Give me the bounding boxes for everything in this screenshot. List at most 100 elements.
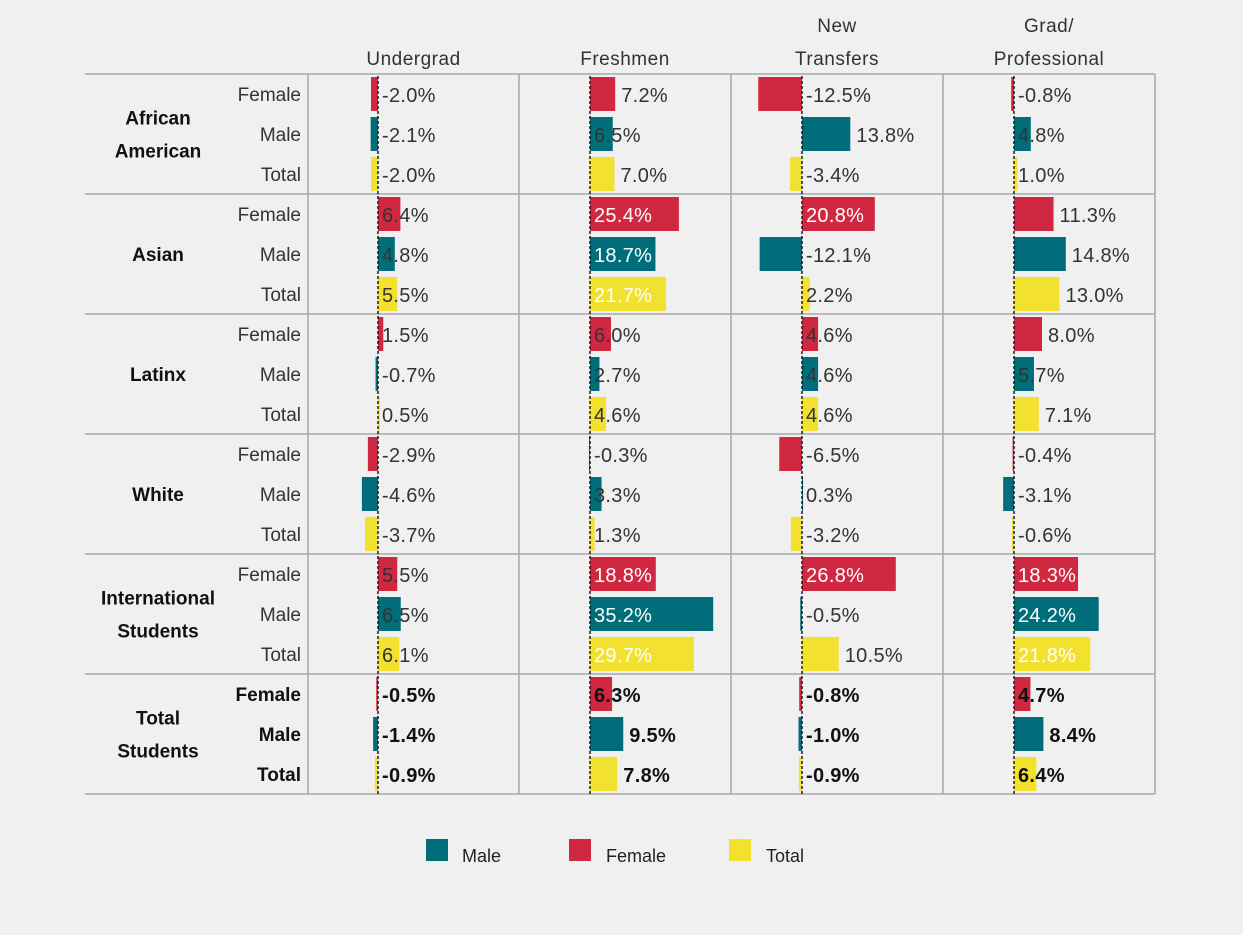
value-label: -4.6% — [382, 485, 436, 507]
legend-swatch-total — [729, 839, 751, 861]
row-label: Female — [238, 445, 301, 466]
value-label: 1.3% — [594, 525, 641, 547]
value-label: 0.3% — [806, 485, 853, 507]
value-label: 8.0% — [1048, 325, 1095, 347]
row-label: Total — [261, 165, 301, 186]
value-label: 35.2% — [594, 605, 652, 627]
value-label: 4.6% — [806, 405, 853, 427]
bar-male — [590, 717, 624, 751]
value-label: -12.5% — [806, 85, 871, 107]
bar-total — [590, 397, 607, 431]
row-label: Male — [260, 485, 301, 506]
column-header: Undergrad — [366, 49, 460, 70]
value-label: -0.5% — [806, 605, 860, 627]
value-label: -2.9% — [382, 445, 436, 467]
bar-male — [798, 717, 802, 751]
bar-female — [590, 197, 679, 231]
bar-female — [590, 317, 611, 351]
column-header: Transfers — [795, 49, 879, 70]
value-label: 25.4% — [594, 205, 652, 227]
bar-male — [375, 357, 378, 391]
value-label: 14.8% — [1072, 245, 1130, 267]
legend-swatch-female — [569, 839, 591, 861]
bar-male — [802, 357, 819, 391]
value-label: 18.7% — [594, 245, 652, 267]
bar-total — [590, 277, 666, 311]
row-label: Male — [260, 125, 301, 146]
value-label: 21.7% — [594, 285, 652, 307]
group-label: African — [125, 109, 190, 130]
value-label: -0.8% — [806, 685, 860, 707]
value-label: -3.7% — [382, 525, 436, 547]
bar-male — [1014, 117, 1031, 151]
value-label: 1.5% — [382, 325, 429, 347]
value-label: 7.8% — [623, 765, 670, 787]
bar-total — [802, 397, 819, 431]
value-label: -2.0% — [382, 85, 436, 107]
bar-female — [802, 197, 875, 231]
group-label: Students — [117, 742, 198, 763]
row-label: Male — [260, 365, 301, 386]
bar-male — [378, 237, 395, 271]
row-label: Female — [238, 85, 301, 106]
bar-female — [1014, 677, 1031, 711]
value-label: 5.5% — [382, 285, 429, 307]
bar-female — [376, 677, 378, 711]
value-label: -0.5% — [382, 685, 436, 707]
bar-male — [759, 237, 802, 271]
bar-total — [378, 397, 380, 431]
bar-total — [790, 517, 802, 551]
bar-male — [373, 717, 378, 751]
row-label: Total — [261, 645, 301, 666]
value-label: 11.3% — [1060, 205, 1117, 227]
value-label: 26.8% — [806, 565, 864, 587]
bar-male — [802, 117, 851, 151]
value-label: 6.5% — [382, 605, 429, 627]
bar-female — [802, 557, 896, 591]
value-label: 4.7% — [1018, 685, 1065, 707]
group-label: Asian — [132, 245, 184, 266]
bar-total — [1014, 637, 1091, 671]
bar-female — [802, 317, 819, 351]
bar-total — [1011, 517, 1014, 551]
bar-male — [1014, 237, 1066, 271]
value-label: 5.5% — [382, 565, 429, 587]
bar-total — [590, 517, 595, 551]
value-label: 4.6% — [594, 405, 641, 427]
value-label: 6.3% — [594, 685, 641, 707]
bar-male — [370, 117, 378, 151]
bar-male — [1014, 597, 1099, 631]
value-label: -0.9% — [806, 765, 860, 787]
group-label: American — [115, 142, 202, 163]
row-label: Female — [238, 565, 301, 586]
value-label: 7.2% — [621, 85, 668, 107]
bar-total — [802, 277, 810, 311]
legend-label: Total — [766, 846, 804, 866]
group-label: White — [132, 485, 184, 506]
value-label: 4.8% — [382, 245, 429, 267]
bar-female — [590, 77, 616, 111]
group-label: International — [101, 589, 215, 610]
bar-male — [800, 597, 802, 631]
row-label: Female — [238, 205, 301, 226]
bar-total — [798, 757, 802, 791]
column-header: New — [817, 16, 857, 37]
value-label: -3.4% — [806, 165, 860, 187]
bar-female — [1011, 77, 1014, 111]
value-label: -0.6% — [1018, 525, 1072, 547]
bar-female — [590, 677, 613, 711]
value-label: 2.2% — [806, 285, 853, 307]
legend-label: Male — [462, 846, 501, 866]
bar-total — [378, 277, 398, 311]
value-label: 4.6% — [806, 325, 853, 347]
value-label: 8.4% — [1049, 725, 1096, 747]
bar-total — [590, 757, 618, 791]
bar-total — [790, 157, 802, 191]
bar-female — [590, 557, 656, 591]
value-label: -0.7% — [382, 365, 436, 387]
bar-female — [1014, 197, 1054, 231]
bar-male — [590, 597, 714, 631]
value-label: 5.7% — [1018, 365, 1065, 387]
bar-female — [378, 197, 401, 231]
bar-total — [590, 637, 694, 671]
